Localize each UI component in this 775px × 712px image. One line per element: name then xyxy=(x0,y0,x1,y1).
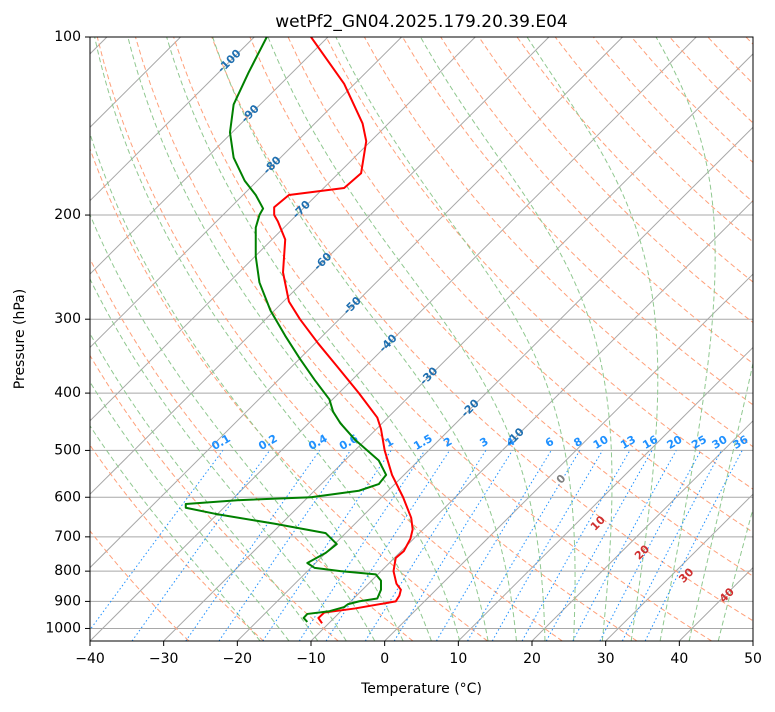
dewpoint-line xyxy=(184,37,388,623)
moist-adiabat-line xyxy=(655,37,716,641)
dry-adiabat-line xyxy=(96,37,563,641)
background-lines xyxy=(90,37,753,641)
mixing-ratio-line xyxy=(218,450,351,641)
y-tick-label: 900 xyxy=(54,593,81,609)
plot-frame xyxy=(89,36,754,642)
dry-adiabat-line xyxy=(90,530,190,641)
x-axis-label: Temperature (°C) xyxy=(360,681,482,697)
dry-adiabat-line xyxy=(211,37,753,622)
moist-adiabat-line xyxy=(267,37,546,641)
dry-adiabat-line xyxy=(90,257,414,641)
isotherm-line xyxy=(163,53,753,641)
moist-adiabat-line xyxy=(212,37,517,641)
mixing-ratio-line xyxy=(521,450,631,641)
moist-adiabat-line xyxy=(94,37,432,641)
dry-adiabat-line xyxy=(516,37,753,283)
y-tick-label: 600 xyxy=(54,489,81,505)
y-tick-label: 800 xyxy=(54,563,81,579)
y-tick-label: 400 xyxy=(54,385,81,401)
isotherm-line xyxy=(90,37,402,349)
dry-adiabat-line xyxy=(90,444,264,641)
isotherm-line xyxy=(90,37,476,422)
mixing-ratio-line xyxy=(393,450,513,641)
dry-adiabat-line xyxy=(478,37,753,324)
isotherm-line xyxy=(384,273,753,641)
dry-adiabat-line xyxy=(90,147,488,641)
y-tick-label: 700 xyxy=(54,529,81,545)
y-tick-label: 500 xyxy=(54,442,81,458)
y-tick-label: 100 xyxy=(54,29,81,45)
mixing-ratio-line xyxy=(90,450,224,631)
mixing-ratio-line xyxy=(185,450,321,641)
dry-adiabat-line xyxy=(173,37,712,641)
isotherm-line xyxy=(90,37,697,641)
moist-adiabat-line xyxy=(90,213,376,641)
moist-adiabat-line xyxy=(335,37,576,641)
profile-series xyxy=(184,37,414,624)
dry-adiabat-line xyxy=(402,37,753,406)
x-tick-label: 50 xyxy=(744,651,762,667)
moist-adiabat-line xyxy=(717,507,753,641)
x-tick-label: 30 xyxy=(597,651,615,667)
mixing-ratio-line xyxy=(262,450,392,641)
mixing-ratio-line xyxy=(572,450,677,641)
x-tick-label: 40 xyxy=(670,651,688,667)
x-tick-label: −10 xyxy=(296,651,326,667)
chart-title: wetPf2_GN04.2025.179.20.39.E04 xyxy=(275,12,567,32)
mixing-ratio-line xyxy=(545,450,653,641)
mixing-ratio-line xyxy=(325,450,451,641)
isotherm-line xyxy=(605,493,753,641)
moist-adiabat-line xyxy=(420,37,613,641)
x-tick-label: 10 xyxy=(449,651,467,667)
dry-adiabat-line xyxy=(134,37,638,641)
isotherm-line xyxy=(90,37,623,569)
x-tick-label: −30 xyxy=(149,651,179,667)
moist-adiabat-line xyxy=(90,424,261,641)
temperature-line xyxy=(273,37,414,624)
y-tick-label: 200 xyxy=(54,207,81,223)
isotherm-line xyxy=(90,37,329,275)
isotherm-line xyxy=(457,346,753,641)
y-axis-label: Pressure (hPa) xyxy=(12,289,28,389)
moist-adiabat-line xyxy=(526,37,659,641)
y-tick-label: 300 xyxy=(54,311,81,327)
y-tick-label: 1000 xyxy=(45,620,81,636)
x-tick-label: −20 xyxy=(223,651,253,667)
axes: −40 −30 −20 −10 0 10 20 30 40 50 100 200 300 400 500 60… xyxy=(45,29,762,667)
moist-adiabat-line xyxy=(127,37,461,641)
moist-adiabat-line xyxy=(688,361,753,641)
moist-adiabat-line xyxy=(90,332,319,641)
x-tick-label: 0 xyxy=(380,651,389,667)
dry-adiabat-line xyxy=(325,37,753,490)
moist-adiabat-line xyxy=(90,132,404,641)
x-tick-label: 20 xyxy=(523,651,541,667)
mixing-ratio-line xyxy=(298,450,426,641)
isotherm-line xyxy=(90,37,550,495)
isotherm-line xyxy=(236,126,753,641)
mixing-ratio-line xyxy=(131,450,271,641)
mixing-ratio-line xyxy=(644,450,743,641)
isotherm-line xyxy=(90,37,255,202)
dry-adiabat-line xyxy=(249,37,753,577)
moist-adiabat-line xyxy=(166,37,489,641)
moist-adiabat-line xyxy=(90,277,347,641)
x-tick-label: −40 xyxy=(75,651,105,667)
isotherm-line xyxy=(531,420,753,641)
dry-adiabat-line xyxy=(90,354,339,641)
